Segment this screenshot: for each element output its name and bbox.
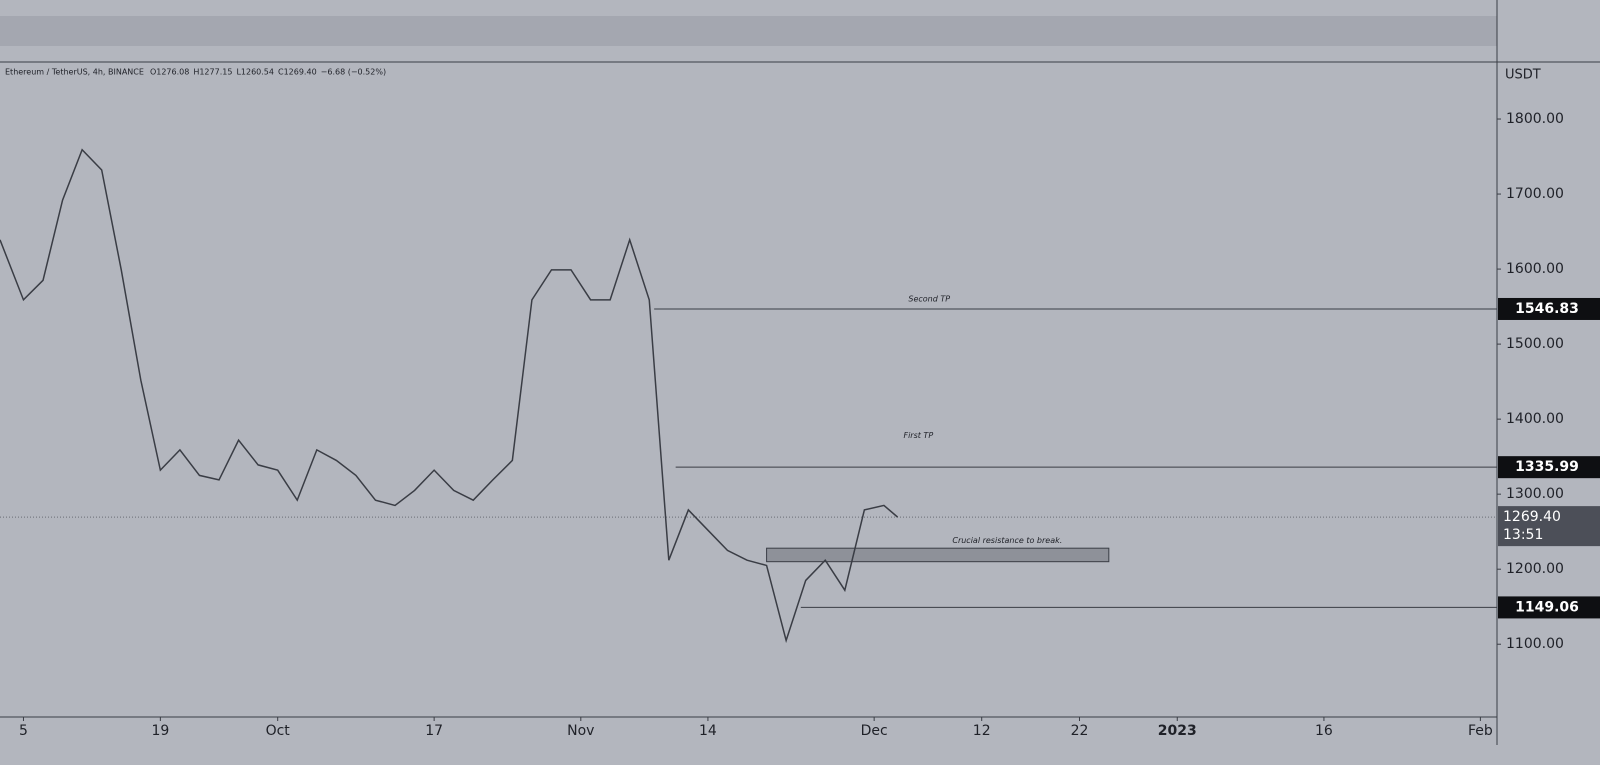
x-tick-label: Nov: [567, 723, 594, 739]
y-tick-label: 1800.00: [1506, 111, 1564, 127]
annotation: First TP: [903, 431, 933, 440]
x-tick-label: 12: [973, 723, 991, 739]
level-badge: [1498, 456, 1600, 479]
level-label: 1149.06: [1515, 599, 1579, 615]
y-tick-label: 1500.00: [1506, 336, 1564, 352]
countdown: 13:51: [1503, 527, 1543, 543]
x-tick-label: 2023: [1158, 723, 1197, 739]
rsi-band: [0, 16, 1497, 46]
resistance-zone: [766, 547, 1110, 563]
level-badge: [1498, 297, 1600, 320]
ohlc-open: O1276.08: [150, 68, 189, 77]
x-tick-label: 5: [19, 723, 28, 739]
axis-unit: USDT: [1505, 68, 1541, 83]
ohlc-high: H1277.15: [193, 68, 232, 77]
y-tick-label: 1400.00: [1506, 411, 1564, 427]
ohlc-close: C1269.40: [278, 68, 317, 77]
x-tick-label: Dec: [861, 723, 888, 739]
x-tick-label: 17: [425, 723, 443, 739]
x-tick-label: Feb: [1468, 723, 1493, 739]
x-tick-label: 19: [151, 723, 169, 739]
x-tick-label: 16: [1315, 723, 1333, 739]
ohlc-low: L1260.54: [236, 68, 274, 77]
y-tick-label: 1100.00: [1506, 636, 1564, 652]
level-label: 1546.83: [1515, 301, 1579, 317]
annotation: Crucial resistance to break.: [952, 536, 1062, 545]
ohlc-change: −6.68 (−0.52%): [321, 68, 386, 77]
last-price-badge: [1498, 506, 1600, 547]
symbol-title: Ethereum / TetherUS, 4h, BINANCE: [5, 68, 144, 77]
y-tick-label: 1200.00: [1506, 561, 1564, 577]
y-tick-label: 1600.00: [1506, 261, 1564, 277]
annotation: Second TP: [908, 295, 950, 304]
y-tick-label: 1700.00: [1506, 186, 1564, 202]
level-label: 1335.99: [1515, 459, 1579, 475]
y-tick-label: 1300.00: [1506, 486, 1564, 502]
x-tick-label: 14: [699, 723, 717, 739]
price-line: [0, 148, 899, 644]
x-tick-label: 22: [1071, 723, 1089, 739]
level-badge: [1498, 596, 1600, 619]
last-price-label: 1269.40: [1503, 509, 1561, 525]
x-tick-label: Oct: [266, 723, 291, 739]
